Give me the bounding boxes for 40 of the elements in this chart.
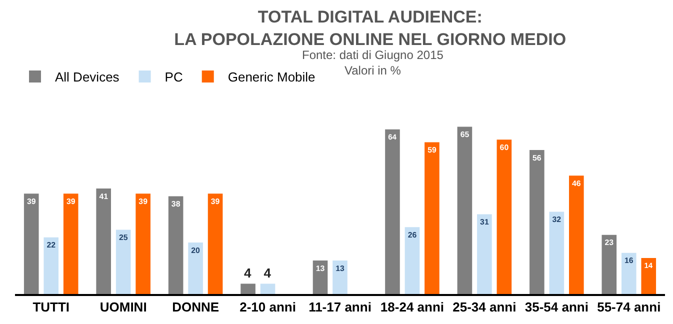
bar [116,230,131,294]
x-tick-label: 55-74 anni [597,299,661,314]
data-label: 4 [264,266,272,281]
bar [24,194,39,294]
bar [621,252,636,294]
bar [332,260,348,294]
bar [136,194,150,294]
bar [312,260,328,294]
legend-label: PC [164,70,183,85]
bar [208,194,223,294]
bar [63,194,78,294]
legend-label: All Devices [55,70,120,85]
bar [188,242,203,294]
bar [168,196,184,294]
bar [404,227,420,294]
bar [385,129,400,294]
x-tick-label: UOMINI [100,299,147,314]
x-tick-label: 25-34 anni [452,299,516,314]
bar [496,140,512,294]
bar [549,212,564,294]
data-label: 4 [244,266,252,281]
legend-label: Generic Mobile [228,70,316,85]
bar [477,214,492,294]
x-tick-label: TUTTI [32,299,70,314]
x-tick-label: 11-17 anni [308,299,372,314]
bar [602,234,617,294]
bar [424,142,440,294]
x-tick-label: 18-24 anni [380,299,444,314]
bar [96,188,111,294]
x-tick-label: 35-54 anni [524,299,588,314]
bar [260,284,276,294]
chart-title: TOTAL DIGITAL AUDIENCE: LA POPOLAZIONE ONLINE NEL GIORNO MEDIO [174,8,566,49]
x-tick-label: 2-10 anni [240,299,296,314]
bar [457,126,472,294]
bar [569,176,584,294]
bar [641,258,656,294]
bar [240,284,256,294]
bar [530,150,544,294]
x-tick-label: DONNE [172,299,220,314]
bar [44,237,59,294]
